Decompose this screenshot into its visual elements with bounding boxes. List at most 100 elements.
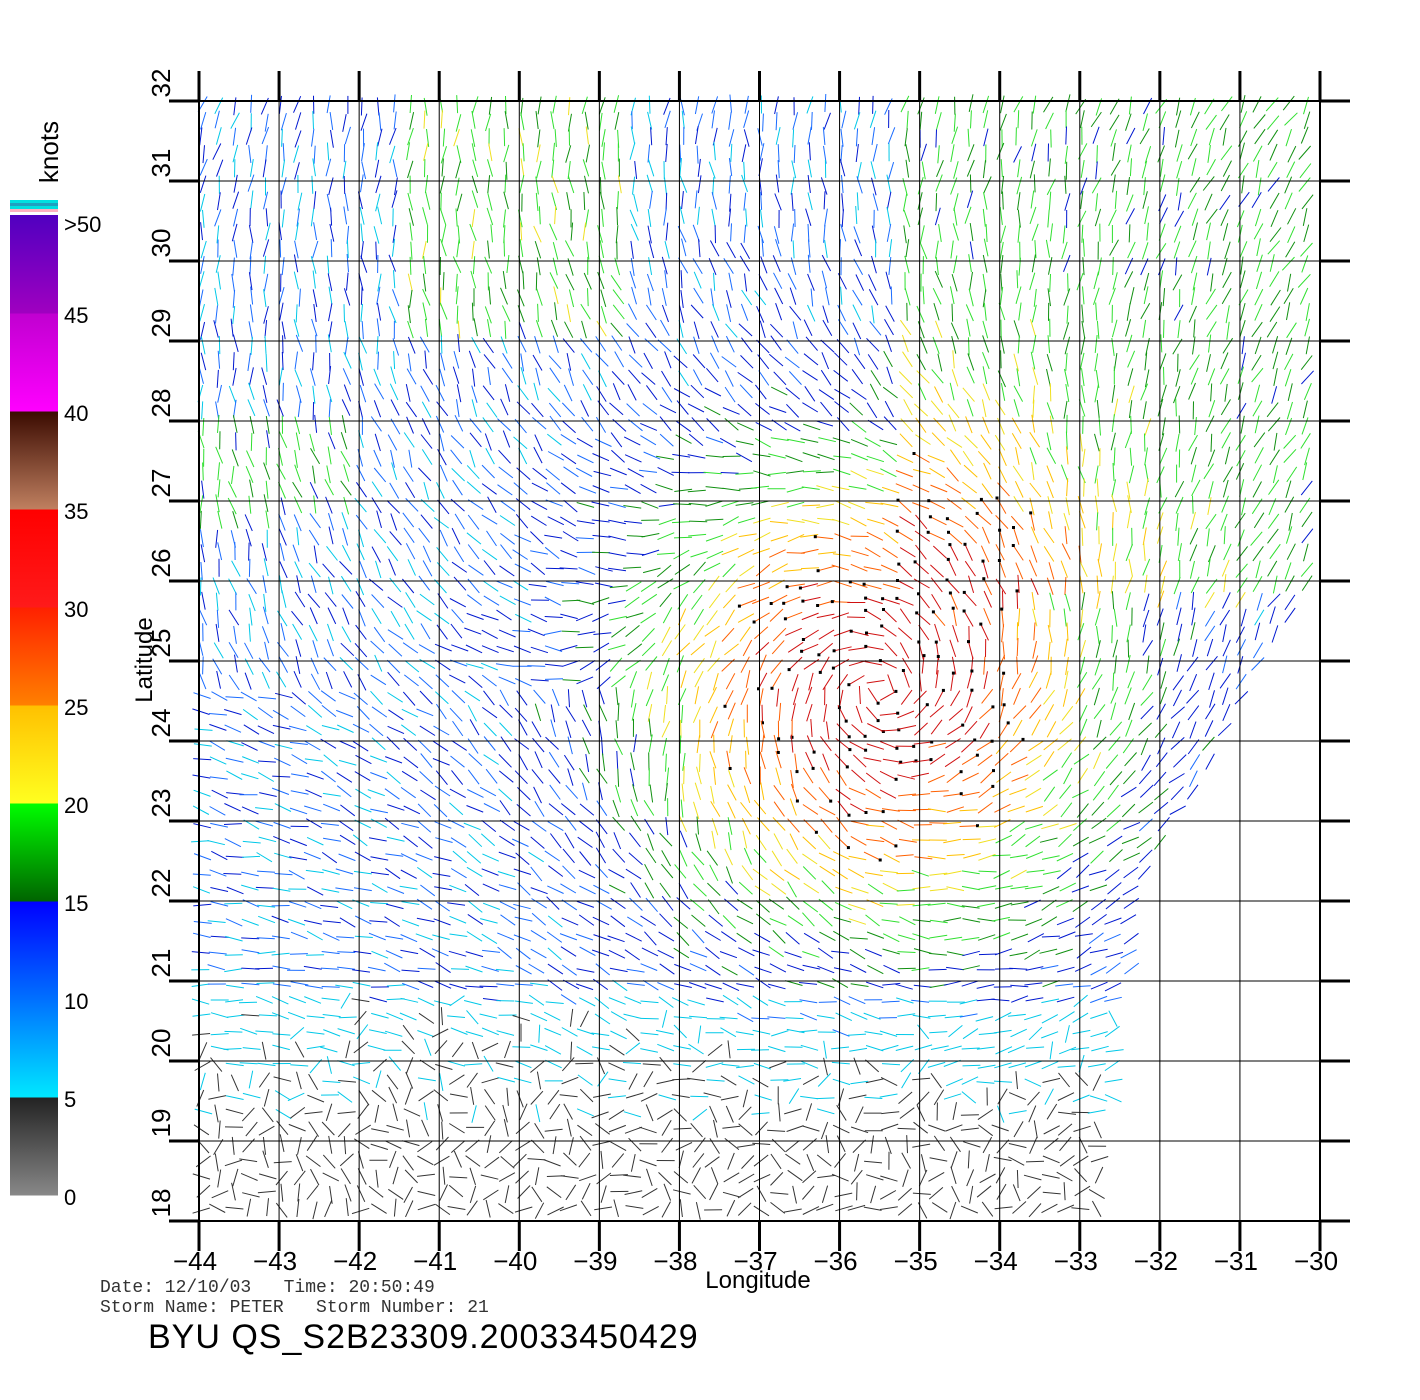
- wind-vector: [948, 708, 964, 721]
- wind-vector: [1042, 980, 1060, 988]
- wind-vector: [929, 934, 948, 939]
- wind-vector: [469, 450, 476, 468]
- wind-vector: [713, 766, 716, 785]
- wind-vector: [385, 935, 404, 940]
- rain-flag-marker: [776, 751, 780, 754]
- wind-vector: [1175, 110, 1182, 128]
- colorbar-unit-label: knots: [34, 121, 64, 183]
- wind-vector: [405, 383, 411, 402]
- wind-vector: [454, 513, 465, 530]
- wind-vector: [464, 1063, 483, 1066]
- wind-vector: [953, 161, 959, 179]
- wind-vector: [591, 1111, 609, 1119]
- wind-vector: [568, 368, 574, 386]
- wind-vector: [274, 852, 292, 859]
- wind-vector: [943, 793, 962, 797]
- wind-vector: [742, 1089, 748, 1108]
- rain-flag-marker: [991, 784, 995, 788]
- wind-vector: [356, 464, 366, 482]
- wind-vector: [265, 510, 270, 529]
- wind-vector: [240, 691, 257, 702]
- wind-vector: [645, 897, 658, 913]
- wind-vector: [506, 255, 510, 274]
- wind-vector: [879, 870, 898, 874]
- wind-vector: [975, 1016, 994, 1022]
- rain-flag-marker: [818, 670, 822, 674]
- wind-vector: [1126, 481, 1131, 500]
- wind-vector: [626, 552, 645, 556]
- wind-vector: [440, 1007, 443, 1026]
- wind-vector: [465, 951, 484, 958]
- wind-vector: [371, 882, 388, 893]
- wind-vector: [836, 816, 848, 832]
- colorbar-tick-label: 0: [64, 1185, 76, 1210]
- wind-vector: [1175, 398, 1177, 417]
- wind-vector: [851, 388, 867, 400]
- wind-vector: [754, 531, 771, 542]
- wind-vector: [1079, 352, 1085, 371]
- wind-vector: [193, 823, 212, 829]
- wind-vector: [950, 322, 959, 340]
- wind-vector: [593, 934, 611, 941]
- wind-vector: [533, 382, 539, 401]
- wind-vector: [297, 1136, 302, 1155]
- wind-vector: [841, 110, 847, 129]
- wind-vector: [1028, 1026, 1043, 1041]
- wind-vector: [914, 530, 930, 542]
- wind-vector: [640, 1093, 658, 1102]
- wind-vector: [767, 471, 786, 476]
- wind-vector: [1047, 641, 1051, 660]
- wind-vector: [851, 769, 866, 783]
- wind-vector: [787, 273, 797, 290]
- wind-vector: [1091, 1200, 1102, 1218]
- wind-vector: [802, 1138, 817, 1151]
- wind-vector: [514, 1000, 533, 1004]
- wind-vector: [238, 1001, 258, 1004]
- wind-vector: [1138, 769, 1152, 785]
- wind-vector: [1129, 158, 1132, 177]
- wind-vector: [464, 627, 482, 635]
- wind-vector: [1189, 544, 1198, 562]
- wind-vector: [480, 662, 498, 671]
- wind-vector: [789, 833, 799, 851]
- rain-flag-marker: [951, 671, 955, 675]
- wind-vector: [534, 336, 541, 354]
- wind-vector: [927, 855, 946, 860]
- wind-vector: [404, 660, 420, 673]
- wind-vector: [673, 1171, 689, 1184]
- rain-flag-marker: [787, 668, 791, 672]
- wind-vector: [322, 869, 340, 875]
- wind-vector: [599, 191, 605, 210]
- wind-vector: [471, 175, 478, 194]
- wind-vector: [263, 593, 267, 612]
- wind-vector: [722, 915, 736, 929]
- wind-vector: [210, 935, 229, 938]
- wind-vector: [554, 129, 557, 148]
- wind-vector: [930, 516, 947, 526]
- wind-vector: [996, 142, 1005, 160]
- wind-vector: [1288, 512, 1293, 531]
- wind-vector: [641, 549, 660, 556]
- wind-vector: [643, 451, 661, 460]
- wind-vector: [1028, 1203, 1042, 1218]
- wind-vector: [1222, 704, 1231, 721]
- wind-vector: [543, 1159, 561, 1167]
- wind-vector: [624, 1126, 643, 1134]
- wind-vector: [407, 305, 411, 324]
- colorbar-tick-label: 15: [64, 891, 88, 916]
- wind-vector: [640, 581, 657, 593]
- wind-vector: [583, 704, 592, 722]
- wind-vector: [256, 982, 275, 984]
- wind-vector: [1026, 869, 1045, 873]
- wind-vector: [706, 367, 719, 383]
- wind-vector: [327, 446, 332, 465]
- wind-vector: [455, 286, 459, 305]
- wind-vector: [1205, 655, 1218, 671]
- wind-vector: [671, 997, 689, 1006]
- colorbar-tick-label: 25: [64, 695, 88, 720]
- wind-vector: [1061, 241, 1068, 260]
- wind-vector: [1105, 897, 1121, 910]
- wind-vector: [481, 1042, 499, 1052]
- wind-vector: [728, 208, 732, 227]
- wind-vector: [1056, 867, 1072, 880]
